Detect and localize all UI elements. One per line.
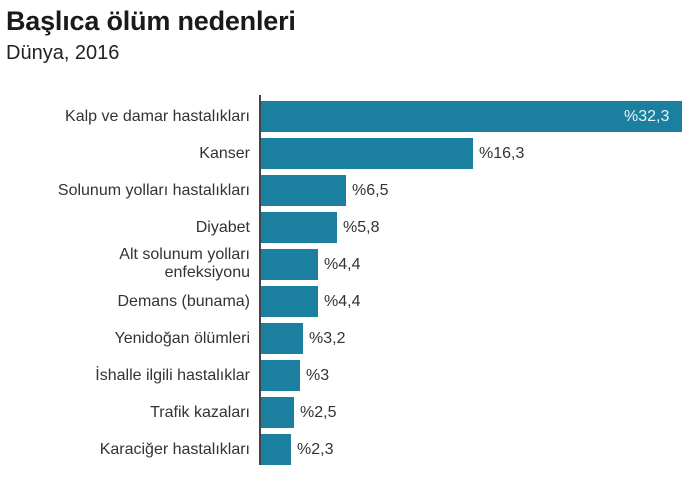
category-label: Solunum yolları hastalıkları [57, 182, 250, 199]
bar-row: Diyabet %5,8 [0, 212, 700, 243]
chart-title: Başlıca ölüm nedenleri [6, 6, 296, 36]
value-label: %2,5 [300, 404, 337, 421]
bar [261, 286, 318, 317]
bar [261, 360, 300, 391]
value-label: %2,3 [297, 441, 334, 458]
chart-subtitle: Dünya, 2016 [6, 42, 120, 64]
bar-row: Alt solunum yolları enfeksiyonu %4,4 [0, 246, 700, 281]
bar [261, 397, 294, 428]
value-label: %32,3 [624, 108, 670, 125]
category-label: Yenidoğan ölümleri [114, 330, 250, 347]
bar-row: İshalle ilgili hastalıklar %3 [0, 360, 700, 391]
category-label: Demans (bunama) [117, 293, 251, 310]
category-label: Trafik kazaları [150, 404, 250, 421]
category-label: Diyabet [195, 219, 250, 236]
bar [261, 101, 682, 132]
bar-row: Demans (bunama) %4,4 [0, 286, 700, 317]
bar [261, 249, 318, 280]
value-label: %4,4 [324, 293, 361, 310]
bar-row: Yenidoğan ölümleri %3,2 [0, 323, 700, 354]
bar-row: Kanser %16,3 [0, 138, 700, 169]
category-label: Alt solunum yolları enfeksiyonu [119, 246, 250, 281]
value-label: %6,5 [352, 182, 389, 199]
bar-row: Solunum yolları hastalıkları %6,5 [0, 175, 700, 206]
value-label: %16,3 [479, 145, 525, 162]
bar [261, 212, 337, 243]
bar-row: Karaciğer hastalıkları %2,3 [0, 434, 700, 465]
bar [261, 323, 303, 354]
value-label: %4,4 [324, 256, 361, 273]
bar [261, 434, 291, 465]
bar-row: Trafik kazaları %2,5 [0, 397, 700, 428]
bar-row: Kalp ve damar hastalıkları %32,3 [0, 101, 700, 132]
value-label: %5,8 [343, 219, 380, 236]
category-label: İshalle ilgili hastalıklar [95, 367, 250, 384]
y-axis-line [259, 95, 261, 465]
bar [261, 138, 473, 169]
category-label: Karaciğer hastalıkları [99, 441, 250, 458]
category-label: Kanser [199, 145, 250, 162]
value-label: %3 [306, 367, 330, 384]
category-label: Kalp ve damar hastalıkları [65, 108, 250, 125]
value-label: %3,2 [309, 330, 346, 347]
bar [261, 175, 346, 206]
